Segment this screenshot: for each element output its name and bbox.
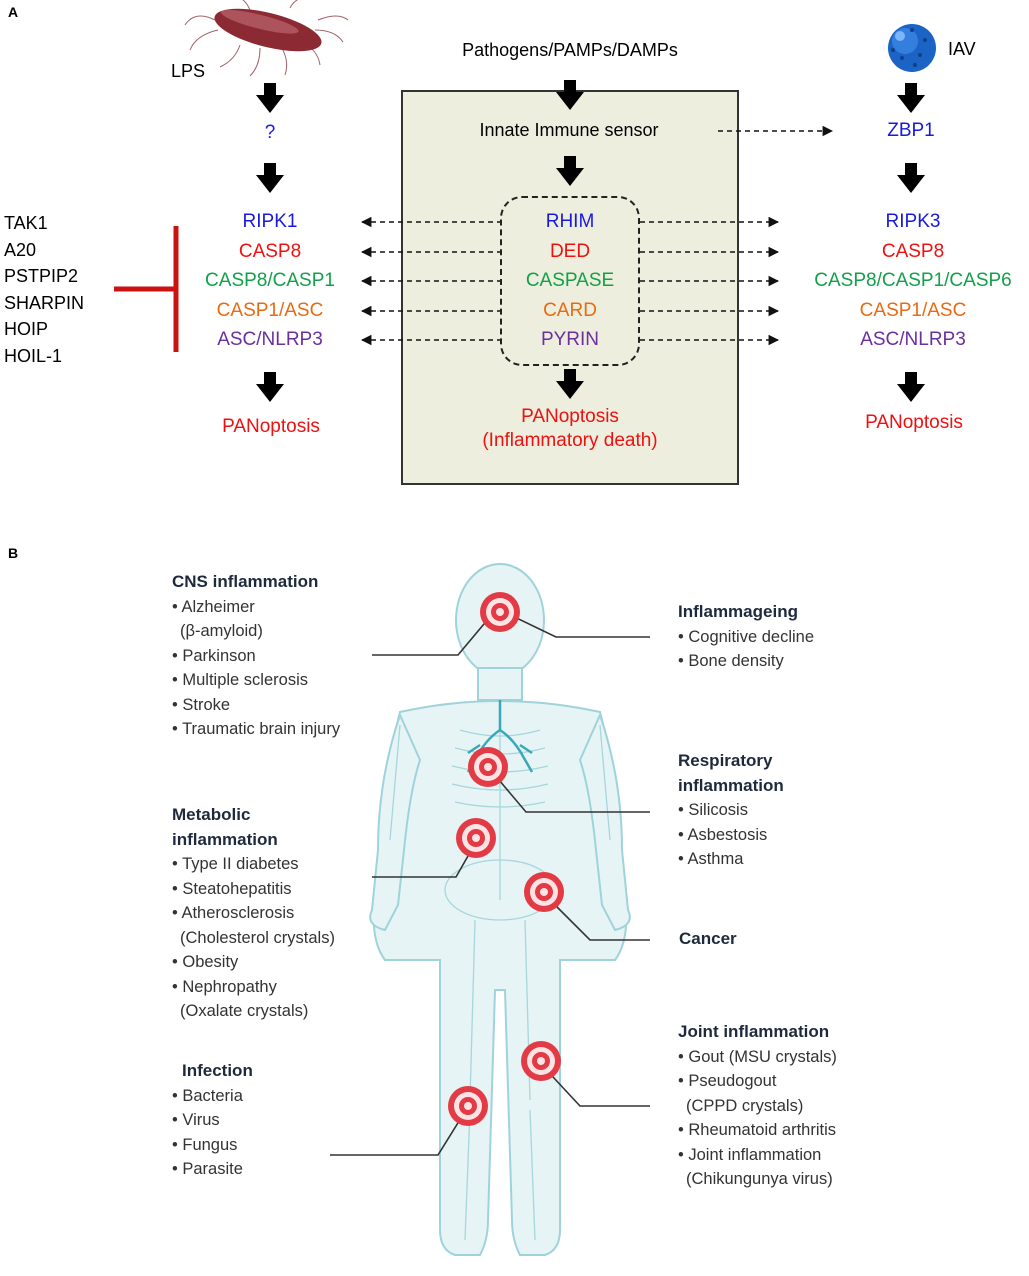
inhibitor: A20 [4,239,37,260]
zbp1-label: ZBP1 [887,120,935,141]
right-outcome: PANoptosis [865,412,963,433]
domain-item: CARD [543,300,597,321]
group-item: (Cholesterol crystals) [180,928,335,947]
group-item: • Bacteria [172,1086,243,1105]
group-item: • Alzheimer [172,597,255,616]
group-item: • Bone density [678,652,784,670]
group-item: • Parkinson [172,646,256,665]
inhibitor: HOIL-1 [4,345,63,366]
domain-item: PYRIN [540,329,600,350]
group-item: • Type II diabetes [172,855,299,873]
domain-item: DED [549,241,591,262]
group-title: inflammation [172,829,278,849]
inhibitor: HOIP [4,319,49,339]
respiratory-group: Respiratory inflammation • Silicosis • A… [678,749,784,872]
black-arrows [256,80,925,402]
left-item: CASP8/CASP1 [205,270,335,291]
left-item: ASC/NLRP3 [217,329,323,350]
unknown-sensor: ? [264,122,276,143]
iav-label: IAV [948,39,976,59]
group-item: (Oxalate crystals) [180,1002,309,1020]
group-item: • Atherosclerosis [172,904,295,922]
lungs-icon [466,700,534,773]
infection-group: Infection • Bacteria • Virus • Fungus • … [172,1059,253,1182]
group-title: CNS inflammation [172,572,319,591]
panel-a-arrows [114,0,936,402]
right-item: ASC/NLRP3 [860,329,966,350]
left-outcome: PANoptosis [222,416,320,437]
inhibitor: TAK1 [4,213,48,233]
panel-b-label: B [8,545,19,561]
group-item: • Pseudogout [678,1072,777,1090]
joint-group: Joint inflammation • Gout (MSU crystals)… [678,1020,837,1192]
group-item: • Cognitive decline [678,627,815,646]
pathogens-label: Pathogens/PAMPs/DAMPs [462,40,678,60]
inflammageing-group: Inflammageing • Cognitive decline • Bone… [678,600,814,674]
group-item: • Gout (MSU crystals) [678,1047,837,1066]
group-item: • Parasite [172,1160,243,1178]
group-title: Inflammageing [678,602,798,621]
center-outcome-sub: (Inflammatory death) [482,430,658,451]
left-item: RIPK1 [242,211,298,232]
group-item: • Steatohepatitis [172,879,292,898]
panel-a-label: A [8,4,19,20]
domain-item: CASPASE [525,270,615,291]
inhibitor: SHARPIN [4,292,85,313]
cns-group: CNS inflammation • Alzheimer (β-amyloid)… [172,570,340,742]
virus-icon [888,24,936,72]
human-body-icon [369,563,631,1256]
center-outcome: PANoptosis [521,406,619,427]
group-item: • Silicosis [678,801,748,819]
group-item: • Traumatic brain injury [172,720,341,738]
domain-item: RHIM [545,211,595,232]
right-item: RIPK3 [885,211,941,232]
group-title: Metabolic [172,805,251,824]
left-item: CASP8 [238,241,302,262]
group-item: • Multiple sclerosis [172,671,308,689]
group-title: Respiratory [678,751,773,770]
group-item: • Joint inflammation [678,1145,822,1164]
group-item: • Virus [172,1111,220,1129]
right-item: CASP8/CASP1/CASP6 [814,270,1012,291]
cancer-title: Cancer [679,929,737,948]
inhibitor: PSTPIP2 [4,266,79,286]
group-item: • Fungus [172,1135,238,1154]
domain-group-box [500,196,640,366]
group-item: (CPPD crystals) [686,1096,804,1115]
innate-sensor-box [401,90,739,485]
right-item: CASP8 [881,241,945,262]
group-item: • Rheumatoid arthritis [678,1121,837,1139]
group-title: inflammation [678,775,784,795]
inflammation-target-icon [448,592,564,1126]
group-item: (Chikungunya virus) [686,1170,833,1188]
group-title: Infection [182,1061,253,1080]
group-item: • Asbestosis [678,825,768,844]
group-item: • Obesity [172,953,239,971]
group-item: • Asthma [678,850,744,868]
group-item: • Stroke [172,695,231,714]
lps-label: LPS [171,61,206,81]
group-title: Joint inflammation [678,1022,830,1041]
inhibitor-list: TAK1 A20 PSTPIP2 SHARPIN HOIP HOIL-1 [4,210,84,369]
group-item: • Nephropathy [172,977,277,996]
group-item: (β-amyloid) [180,622,263,640]
inhibitor-bracket [114,226,179,352]
left-item: CASP1/ASC [216,300,324,321]
bacterium-icon [184,0,349,77]
right-item: CASP1/ASC [859,300,967,321]
metabolic-group: Metabolic inflammation • Type II diabete… [172,803,335,1024]
innate-sensor-label: Innate Immune sensor [479,120,659,140]
